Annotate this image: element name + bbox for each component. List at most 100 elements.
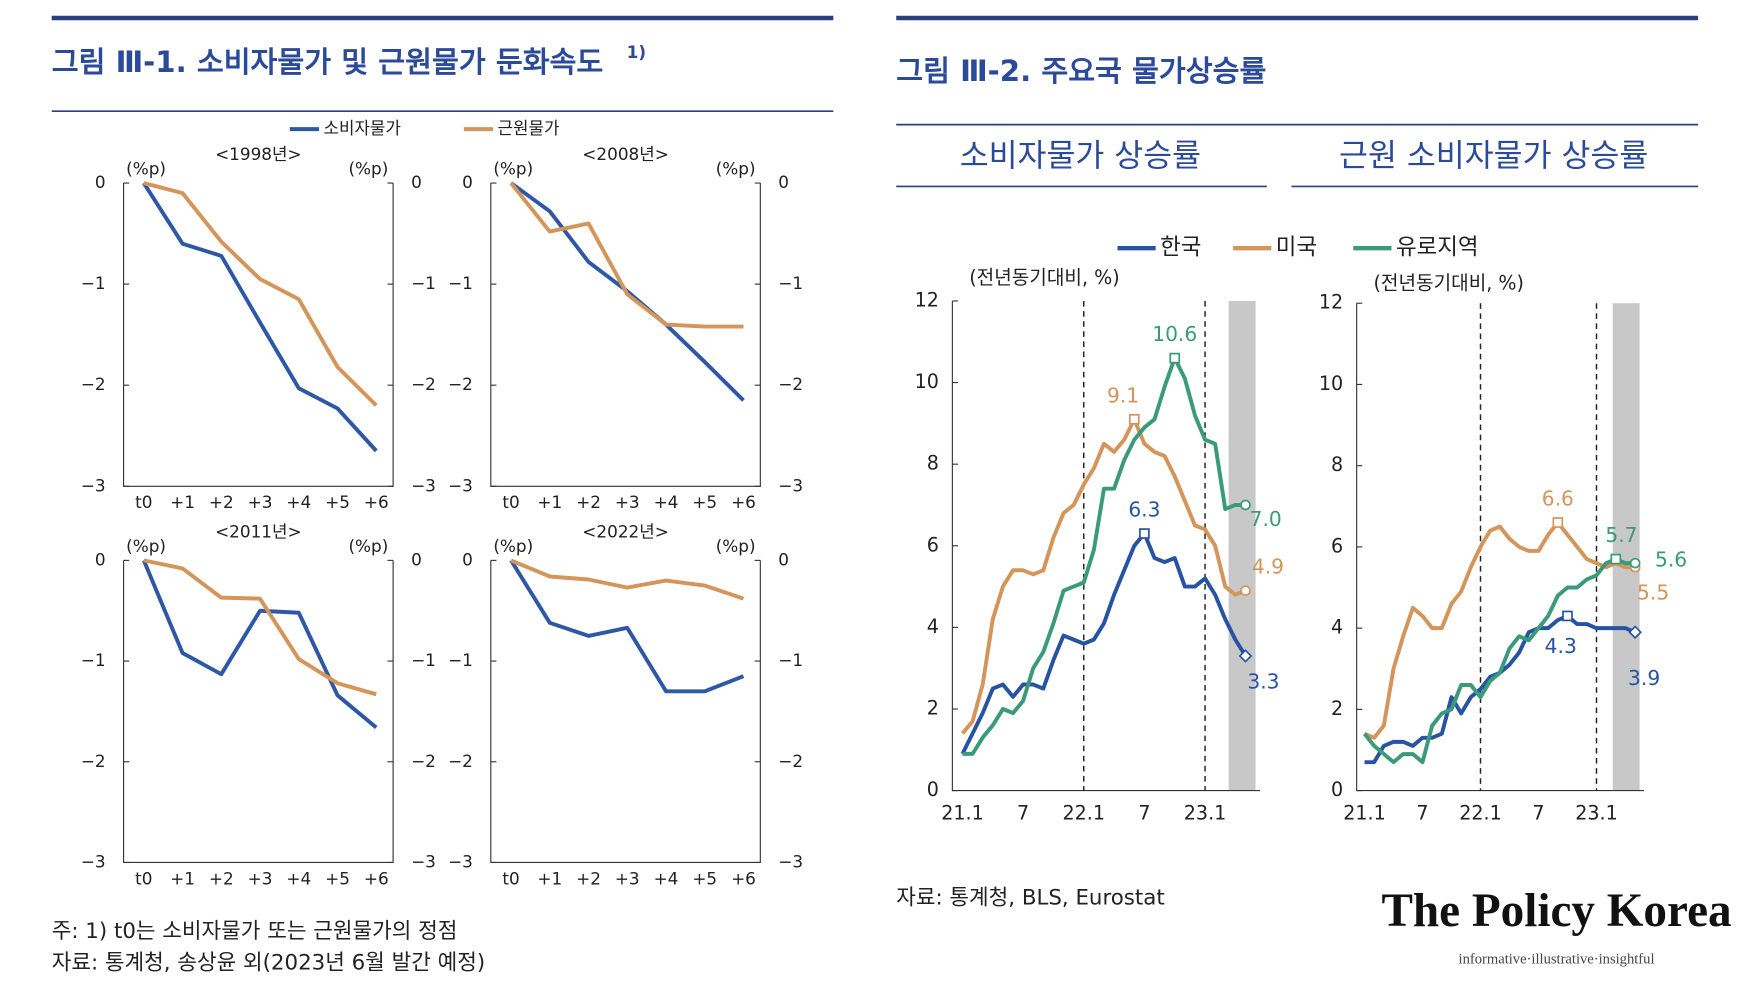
end-marker — [1238, 649, 1253, 663]
plot-frame — [123, 183, 394, 487]
value-label: 5.6 — [1655, 547, 1687, 571]
y-tick-label: −2 — [81, 374, 106, 394]
y-tick-label: −3 — [81, 475, 106, 495]
axes — [1356, 303, 1645, 792]
y2-unit: (%p) — [716, 159, 756, 179]
plot-frame — [490, 183, 761, 487]
data-line — [1363, 520, 1636, 740]
data-line — [142, 181, 378, 453]
data-line — [143, 181, 378, 407]
legend-label: 한국 — [1160, 235, 1201, 261]
value-label: 3.9 — [1628, 666, 1660, 690]
y-tick-label: 0 — [462, 549, 473, 569]
y-tick-label: 6 — [1331, 534, 1343, 557]
y-unit: (%p) — [493, 536, 533, 556]
x-tick-label: 7 — [1416, 802, 1428, 825]
x-tick-label: +4 — [654, 868, 679, 888]
y2-tick-label: −2 — [778, 751, 803, 771]
y2-tick-label: −1 — [778, 273, 803, 293]
x-tick-label: +3 — [248, 868, 273, 888]
chart-title: <1998년> — [215, 144, 302, 164]
y2-tick-label: 0 — [778, 172, 789, 192]
y-tick-label: 8 — [927, 452, 939, 475]
x-tick-label: t0 — [135, 868, 152, 888]
x-tick-label: +5 — [325, 868, 350, 888]
peak-marker — [1610, 553, 1622, 565]
y-unit: (%p) — [126, 536, 166, 556]
peak-marker — [1128, 413, 1140, 425]
chart-title: 근원 소비자물가 상승률 — [1339, 138, 1648, 174]
y2-tick-label: −2 — [778, 374, 803, 394]
end-marker — [1240, 499, 1251, 511]
value-label: 5.5 — [1637, 581, 1669, 605]
x-tick-label: 23.1 — [1575, 802, 1617, 825]
chart-title: <2022년> — [582, 521, 669, 541]
y-tick-label: 0 — [95, 549, 106, 569]
x-tick-label: +2 — [209, 868, 234, 888]
y2-unit: (%p) — [348, 159, 388, 179]
x-tick-label: +3 — [615, 868, 640, 888]
x-tick-label: +2 — [576, 868, 601, 888]
y-tick-label: 0 — [462, 172, 473, 192]
y-tick-label: −3 — [448, 851, 473, 871]
x-tick-label: +4 — [286, 868, 311, 888]
value-label: 4.3 — [1545, 634, 1577, 658]
chart-title: <2011년> — [215, 521, 302, 541]
y2-unit: (%p) — [716, 536, 756, 556]
data-line — [960, 417, 1247, 735]
y-label: (전년동기대비, %) — [969, 266, 1119, 289]
legend-label: 소비자물가 — [323, 118, 400, 138]
chart-title: 소비자물가 상승률 — [960, 138, 1201, 174]
y-tick-label: 4 — [927, 615, 939, 638]
value-label: 6.3 — [1128, 498, 1160, 522]
data-line — [510, 558, 745, 601]
x-tick-label: 7 — [1532, 802, 1544, 825]
data-line — [143, 558, 377, 697]
value-label: 6.6 — [1542, 487, 1574, 511]
y-tick-label: 10 — [915, 370, 939, 393]
data-line — [1364, 613, 1636, 765]
figure-title: 그림 Ⅲ-1. 소비자물가 및 근원물가 둔화속도 — [52, 45, 604, 79]
note: 자료: 통계청, BLS, Eurostat — [896, 885, 1165, 910]
x-tick-label: 21.1 — [1343, 802, 1385, 825]
y-tick-label: −1 — [81, 650, 106, 670]
x-tick-label: 21.1 — [941, 802, 983, 825]
x-tick-label: +4 — [286, 492, 311, 512]
plot-frame — [490, 560, 761, 864]
y2-tick-label: −3 — [778, 851, 803, 871]
note: 자료: 통계청, 송상윤 외(2023년 6월 발간 예정) — [52, 951, 485, 976]
y-unit: (%p) — [126, 159, 166, 179]
value-label: 7.0 — [1250, 507, 1282, 531]
x-tick-label: +3 — [248, 492, 273, 512]
y-label: (전년동기대비, %) — [1373, 272, 1523, 295]
legend-label: 유로지역 — [1396, 235, 1479, 261]
end-marker — [1629, 557, 1641, 569]
x-tick-label: +6 — [364, 868, 389, 888]
y2-tick-label: 0 — [411, 172, 422, 192]
x-tick-label: +2 — [576, 492, 601, 512]
x-tick-label: +5 — [692, 868, 717, 888]
shaded-period — [1228, 300, 1256, 791]
x-tick-label: +1 — [537, 492, 562, 512]
y-tick-label: −1 — [448, 273, 473, 293]
data-line — [141, 559, 378, 730]
shaded-period — [1612, 303, 1640, 791]
y2-tick-label: −1 — [411, 650, 436, 670]
x-tick-label: 7 — [1017, 802, 1029, 825]
x-tick-label: +2 — [209, 492, 234, 512]
x-tick-label: t0 — [135, 492, 152, 512]
y-tick-label: 2 — [1331, 697, 1343, 720]
y-tick-label: 0 — [1331, 778, 1343, 801]
y-tick-label: −2 — [448, 751, 473, 771]
y2-tick-label: −3 — [778, 475, 803, 495]
data-line — [509, 559, 745, 694]
data-line — [1362, 557, 1636, 765]
y-tick-label: −3 — [81, 851, 106, 871]
y-tick-label: 12 — [915, 288, 939, 311]
value-label: 5.7 — [1605, 523, 1637, 547]
title-note: 1) — [627, 42, 646, 62]
y-tick-label: 0 — [95, 172, 106, 192]
plot-frame — [123, 560, 394, 864]
x-tick-label: +5 — [692, 492, 717, 512]
